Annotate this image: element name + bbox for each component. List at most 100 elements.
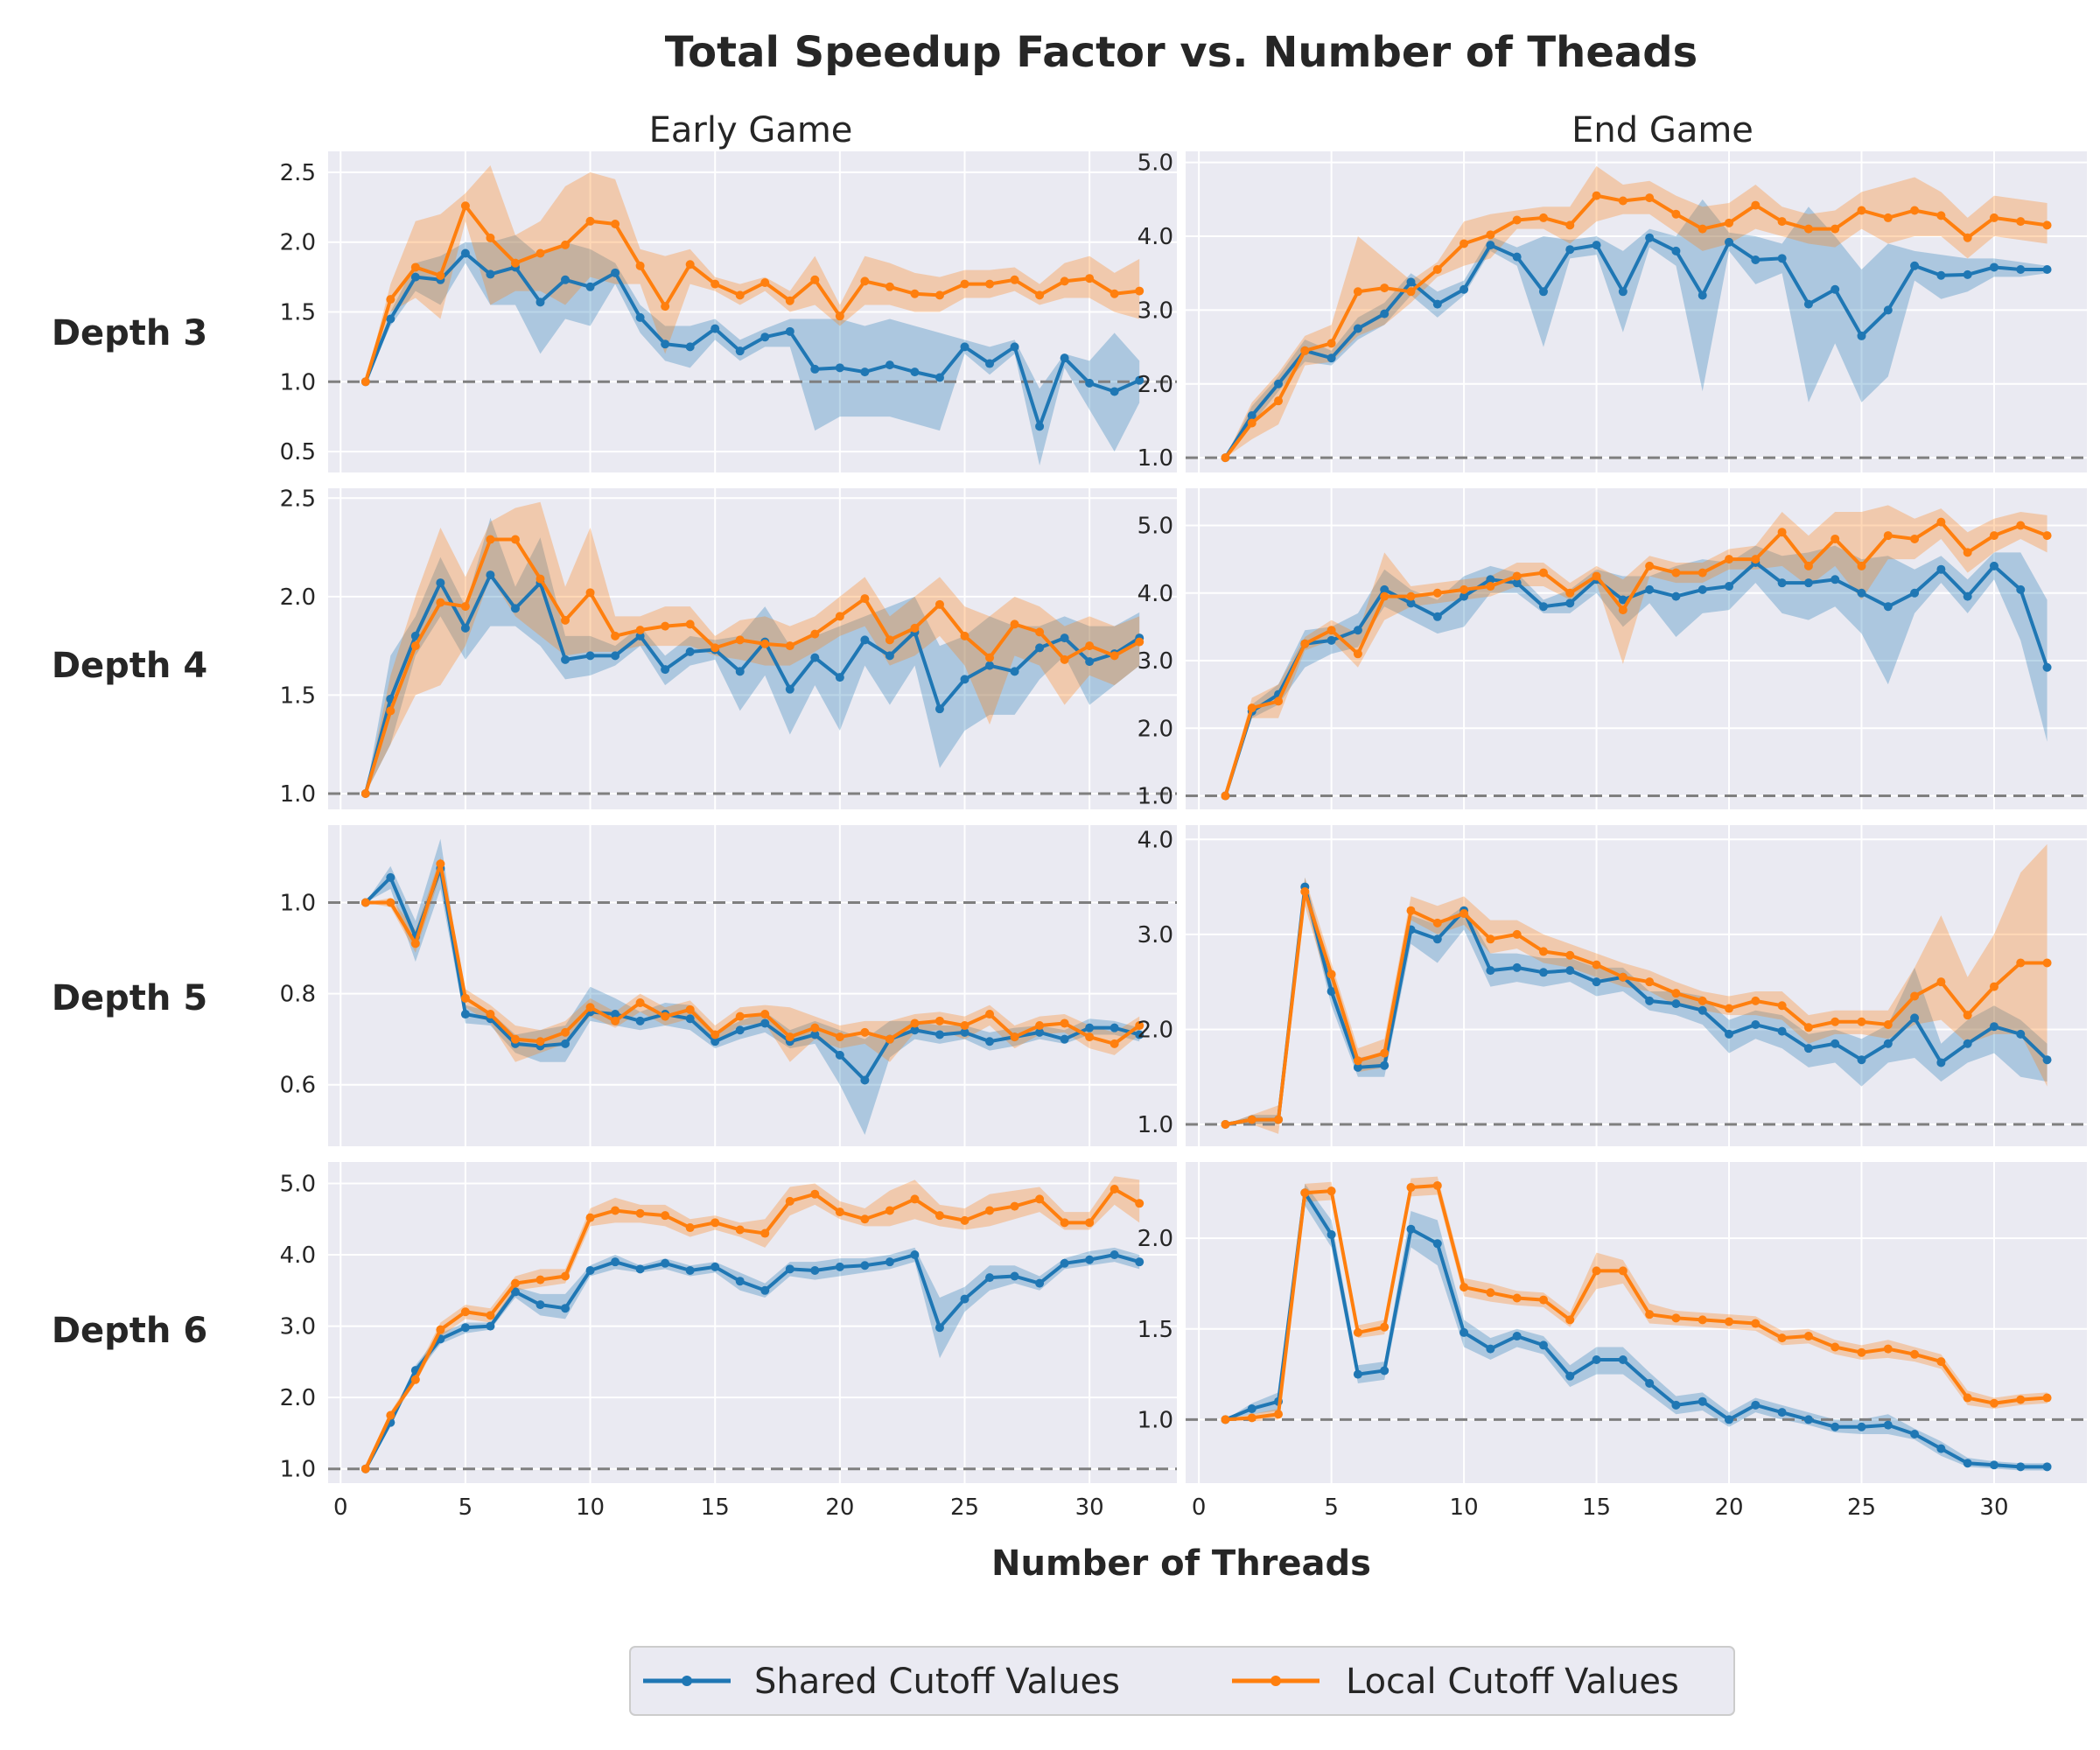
data-point-local-cutoff-values (1751, 555, 1760, 564)
x-tick-label: 5 (1324, 1494, 1339, 1521)
data-point-shared-cutoff-values (1326, 354, 1336, 363)
data-point-local-cutoff-values (1963, 233, 1972, 242)
data-point-shared-cutoff-values (1751, 1400, 1760, 1410)
data-point-local-cutoff-values (685, 1223, 695, 1233)
data-point-shared-cutoff-values (1830, 1039, 1840, 1048)
data-point-shared-cutoff-values (1538, 287, 1548, 297)
data-point-local-cutoff-values (510, 1034, 520, 1044)
data-point-shared-cutoff-values (486, 1321, 495, 1331)
data-point-local-cutoff-values (635, 626, 645, 635)
data-point-local-cutoff-values (1380, 1048, 1390, 1058)
data-point-local-cutoff-values (1910, 1349, 1920, 1359)
data-point-shared-cutoff-values (835, 673, 844, 682)
data-point-local-cutoff-values (585, 1213, 595, 1222)
data-point-shared-cutoff-values (1135, 375, 1144, 385)
data-point-local-cutoff-values (1460, 584, 1469, 594)
data-point-shared-cutoff-values (561, 1039, 570, 1048)
data-point-local-cutoff-values (1221, 1120, 1230, 1130)
data-point-local-cutoff-values (760, 1228, 770, 1238)
data-point-local-cutoff-values (1380, 1322, 1390, 1332)
data-point-shared-cutoff-values (1135, 1257, 1144, 1267)
data-point-local-cutoff-values (1110, 651, 1119, 661)
legend-marker-shared (682, 1676, 692, 1686)
data-point-shared-cutoff-values (685, 342, 695, 352)
data-point-local-cutoff-values (1380, 284, 1390, 293)
data-point-local-cutoff-values (536, 248, 545, 258)
legend-marker-local (1270, 1676, 1281, 1686)
data-point-shared-cutoff-values (985, 661, 995, 670)
data-point-local-cutoff-values (860, 1214, 870, 1224)
data-point-shared-cutoff-values (436, 578, 445, 588)
data-point-shared-cutoff-values (1512, 962, 1522, 972)
data-point-shared-cutoff-values (661, 1258, 670, 1268)
data-point-local-cutoff-values (1989, 982, 1998, 991)
data-point-local-cutoff-values (1353, 1327, 1362, 1337)
data-point-shared-cutoff-values (1110, 387, 1119, 396)
data-point-shared-cutoff-values (1645, 584, 1655, 594)
data-point-shared-cutoff-values (1432, 299, 1442, 309)
data-point-shared-cutoff-values (2042, 1462, 2052, 1472)
data-point-local-cutoff-values (2042, 531, 2052, 541)
x-tick-label: 15 (701, 1494, 730, 1521)
data-point-local-cutoff-values (1221, 791, 1230, 801)
data-point-shared-cutoff-values (561, 275, 570, 284)
data-point-local-cutoff-values (1512, 1293, 1522, 1303)
data-point-local-cutoff-values (934, 1016, 944, 1026)
data-point-local-cutoff-values (710, 1030, 720, 1040)
series-line-local-cutoff-values (1223, 193, 2048, 459)
data-point-shared-cutoff-values (1486, 241, 1495, 250)
data-point-local-cutoff-values (785, 1032, 794, 1042)
data-point-local-cutoff-values (1565, 950, 1575, 960)
data-point-local-cutoff-values (585, 588, 595, 598)
y-tick-label: 1.0 (280, 890, 316, 916)
data-point-local-cutoff-values (1936, 517, 1946, 527)
data-point-local-cutoff-values (985, 1206, 995, 1215)
y-tick-label: 4.0 (280, 1242, 316, 1269)
data-point-shared-cutoff-values (1353, 1369, 1362, 1379)
data-point-shared-cutoff-values (1989, 561, 1998, 570)
data-point-local-cutoff-values (661, 1211, 670, 1221)
data-point-local-cutoff-values (960, 279, 970, 289)
data-point-shared-cutoff-values (1830, 284, 1840, 294)
data-point-local-cutoff-values (1432, 264, 1442, 274)
data-point-local-cutoff-values (885, 282, 894, 291)
data-point-local-cutoff-values (1725, 555, 1734, 564)
x-tick-label: 15 (1582, 1494, 1611, 1521)
data-point-shared-cutoff-values (910, 368, 920, 377)
y-tick-label: 3.0 (1138, 922, 1173, 948)
y-tick-label: 4.0 (1138, 581, 1173, 607)
data-point-local-cutoff-values (960, 1021, 970, 1031)
data-point-local-cutoff-values (1645, 977, 1655, 987)
data-point-local-cutoff-values (1326, 626, 1336, 635)
data-point-local-cutoff-values (1618, 972, 1628, 982)
data-point-local-cutoff-values (1135, 1199, 1144, 1208)
data-point-local-cutoff-values (360, 788, 370, 798)
y-tick-label: 5.0 (1138, 513, 1173, 539)
data-point-shared-cutoff-values (1326, 1229, 1336, 1239)
data-point-shared-cutoff-values (860, 635, 870, 645)
data-point-local-cutoff-values (1883, 213, 1893, 222)
data-point-local-cutoff-values (410, 641, 420, 651)
data-point-shared-cutoff-values (910, 1026, 920, 1035)
x-tick-label: 20 (1714, 1494, 1743, 1521)
data-point-local-cutoff-values (1110, 1184, 1119, 1194)
data-point-local-cutoff-values (1645, 1310, 1655, 1320)
data-point-local-cutoff-values (2016, 217, 2026, 227)
data-point-shared-cutoff-values (611, 651, 620, 661)
data-point-local-cutoff-values (536, 1037, 545, 1046)
band-local-cutoff-values (1225, 1176, 2048, 1422)
data-point-local-cutoff-values (1300, 639, 1310, 648)
data-point-shared-cutoff-values (1035, 1278, 1045, 1288)
data-point-shared-cutoff-values (1512, 252, 1522, 262)
data-point-shared-cutoff-values (1592, 241, 1601, 250)
data-point-shared-cutoff-values (460, 623, 470, 633)
data-point-shared-cutoff-values (1830, 575, 1840, 584)
data-point-shared-cutoff-values (810, 653, 820, 662)
data-point-local-cutoff-values (436, 598, 445, 607)
y-tick-label: 1.0 (280, 369, 316, 396)
data-point-local-cutoff-values (1777, 528, 1787, 537)
data-point-local-cutoff-values (1035, 627, 1045, 637)
data-point-local-cutoff-values (785, 641, 794, 651)
data-point-local-cutoff-values (635, 998, 645, 1008)
data-point-local-cutoff-values (785, 296, 794, 305)
